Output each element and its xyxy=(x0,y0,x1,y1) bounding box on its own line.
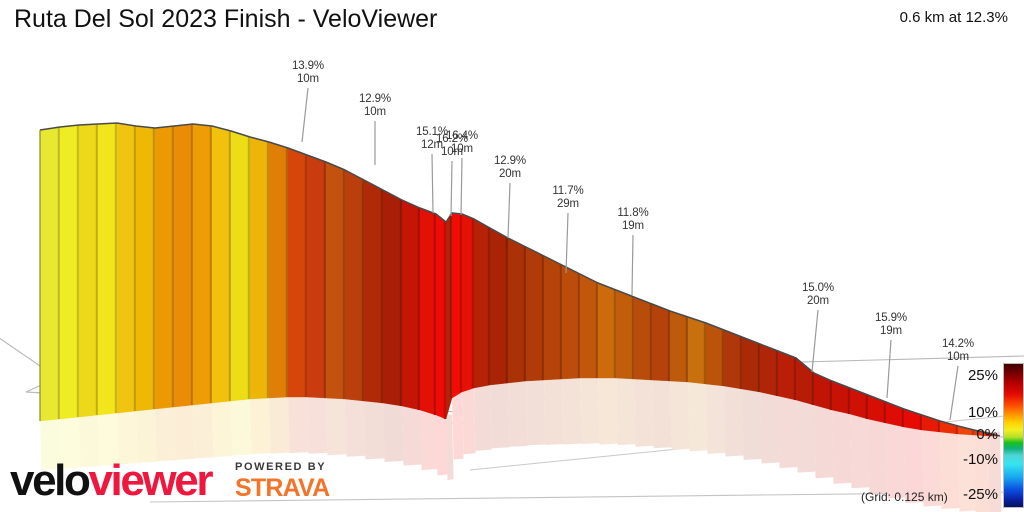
veloviewer-logo[interactable]: veloviewer POWERED BY STRAVA xyxy=(10,456,330,505)
logo-wordmark: veloviewer xyxy=(10,456,213,505)
annotation-length-value: 10m xyxy=(946,350,970,363)
gradient-annotation: 15.0% 20m xyxy=(802,282,834,307)
gradient-annotation: 15.1% 12m xyxy=(416,126,448,151)
legend-tick: -25% xyxy=(962,486,998,503)
profile-base-shadow xyxy=(40,373,1002,512)
annotation-length-value: 10m xyxy=(450,142,474,155)
annotation-length-value: 20m xyxy=(806,294,830,307)
gradient-annotation: 11.7% 29m xyxy=(552,185,583,210)
summary-stat: 0.6 km at 12.3% xyxy=(899,9,1008,26)
annotation-gradient-value: 12.9% xyxy=(493,155,527,167)
gradient-annotation: 16.2% 10m xyxy=(436,133,468,158)
logo-velo-text: velo xyxy=(10,456,91,505)
strava-wordmark: STRAVA xyxy=(235,473,330,502)
annotation-length-value: 19m xyxy=(879,324,903,337)
annotation-leader-lines xyxy=(301,87,959,421)
legend-tick: 0% xyxy=(976,426,998,443)
annotation-gradient-value: 15.0% xyxy=(801,282,835,294)
annotation-gradient-value: 13.9% xyxy=(291,60,325,72)
annotation-gradient-value: 12.9% xyxy=(358,93,392,105)
legend-tick: -10% xyxy=(962,451,998,468)
legend-tick: 10% xyxy=(967,404,998,421)
annotation-length-value: 19m xyxy=(621,219,645,232)
annotation-gradient-value: 16.4% xyxy=(445,130,479,142)
logo-viewer-text: viewer xyxy=(88,456,213,505)
annotation-gradient-value: 14.2% xyxy=(941,338,975,350)
gradient-color-bar xyxy=(1003,363,1024,508)
legend-tick: 25% xyxy=(967,367,998,384)
grid-scale-note: (Grid: 0.125 km) xyxy=(861,490,948,504)
annotation-gradient-value: 11.8% xyxy=(617,207,649,219)
annotation-gradient-value: 16.2% xyxy=(435,133,469,145)
powered-by-label: POWERED BY xyxy=(235,460,327,473)
gradient-color-legend xyxy=(1003,363,1024,508)
annotation-gradient-value: 11.7% xyxy=(552,185,584,197)
gradient-annotation: 15.9% 19m xyxy=(875,312,907,337)
annotation-length-value: 12m xyxy=(420,138,444,151)
gradient-annotation: 16.4% 10m xyxy=(446,130,478,155)
annotation-length-value: 10m xyxy=(296,72,320,85)
powered-by-strava: POWERED BY STRAVA xyxy=(235,459,330,503)
gradient-annotation: 13.9% 10m xyxy=(292,60,324,85)
annotation-length-value: 10m xyxy=(363,105,387,118)
gradient-annotation: 12.9% 20m xyxy=(494,155,526,180)
annotation-gradient-value: 15.9% xyxy=(874,312,908,324)
profile-crest-line xyxy=(39,122,1001,437)
gradient-annotation: 11.8% 19m xyxy=(617,207,648,232)
page-title: Ruta Del Sol 2023 Finish - VeloViewer xyxy=(14,5,438,33)
annotation-gradient-value: 15.1% xyxy=(415,126,449,138)
gradient-annotation: 12.9% 10m xyxy=(359,93,391,118)
gradient-annotation: 14.2% 10m xyxy=(942,338,974,363)
annotation-length-value: 20m xyxy=(498,167,522,180)
annotation-length-value: 29m xyxy=(556,197,580,210)
annotation-length-value: 10m xyxy=(440,145,464,158)
